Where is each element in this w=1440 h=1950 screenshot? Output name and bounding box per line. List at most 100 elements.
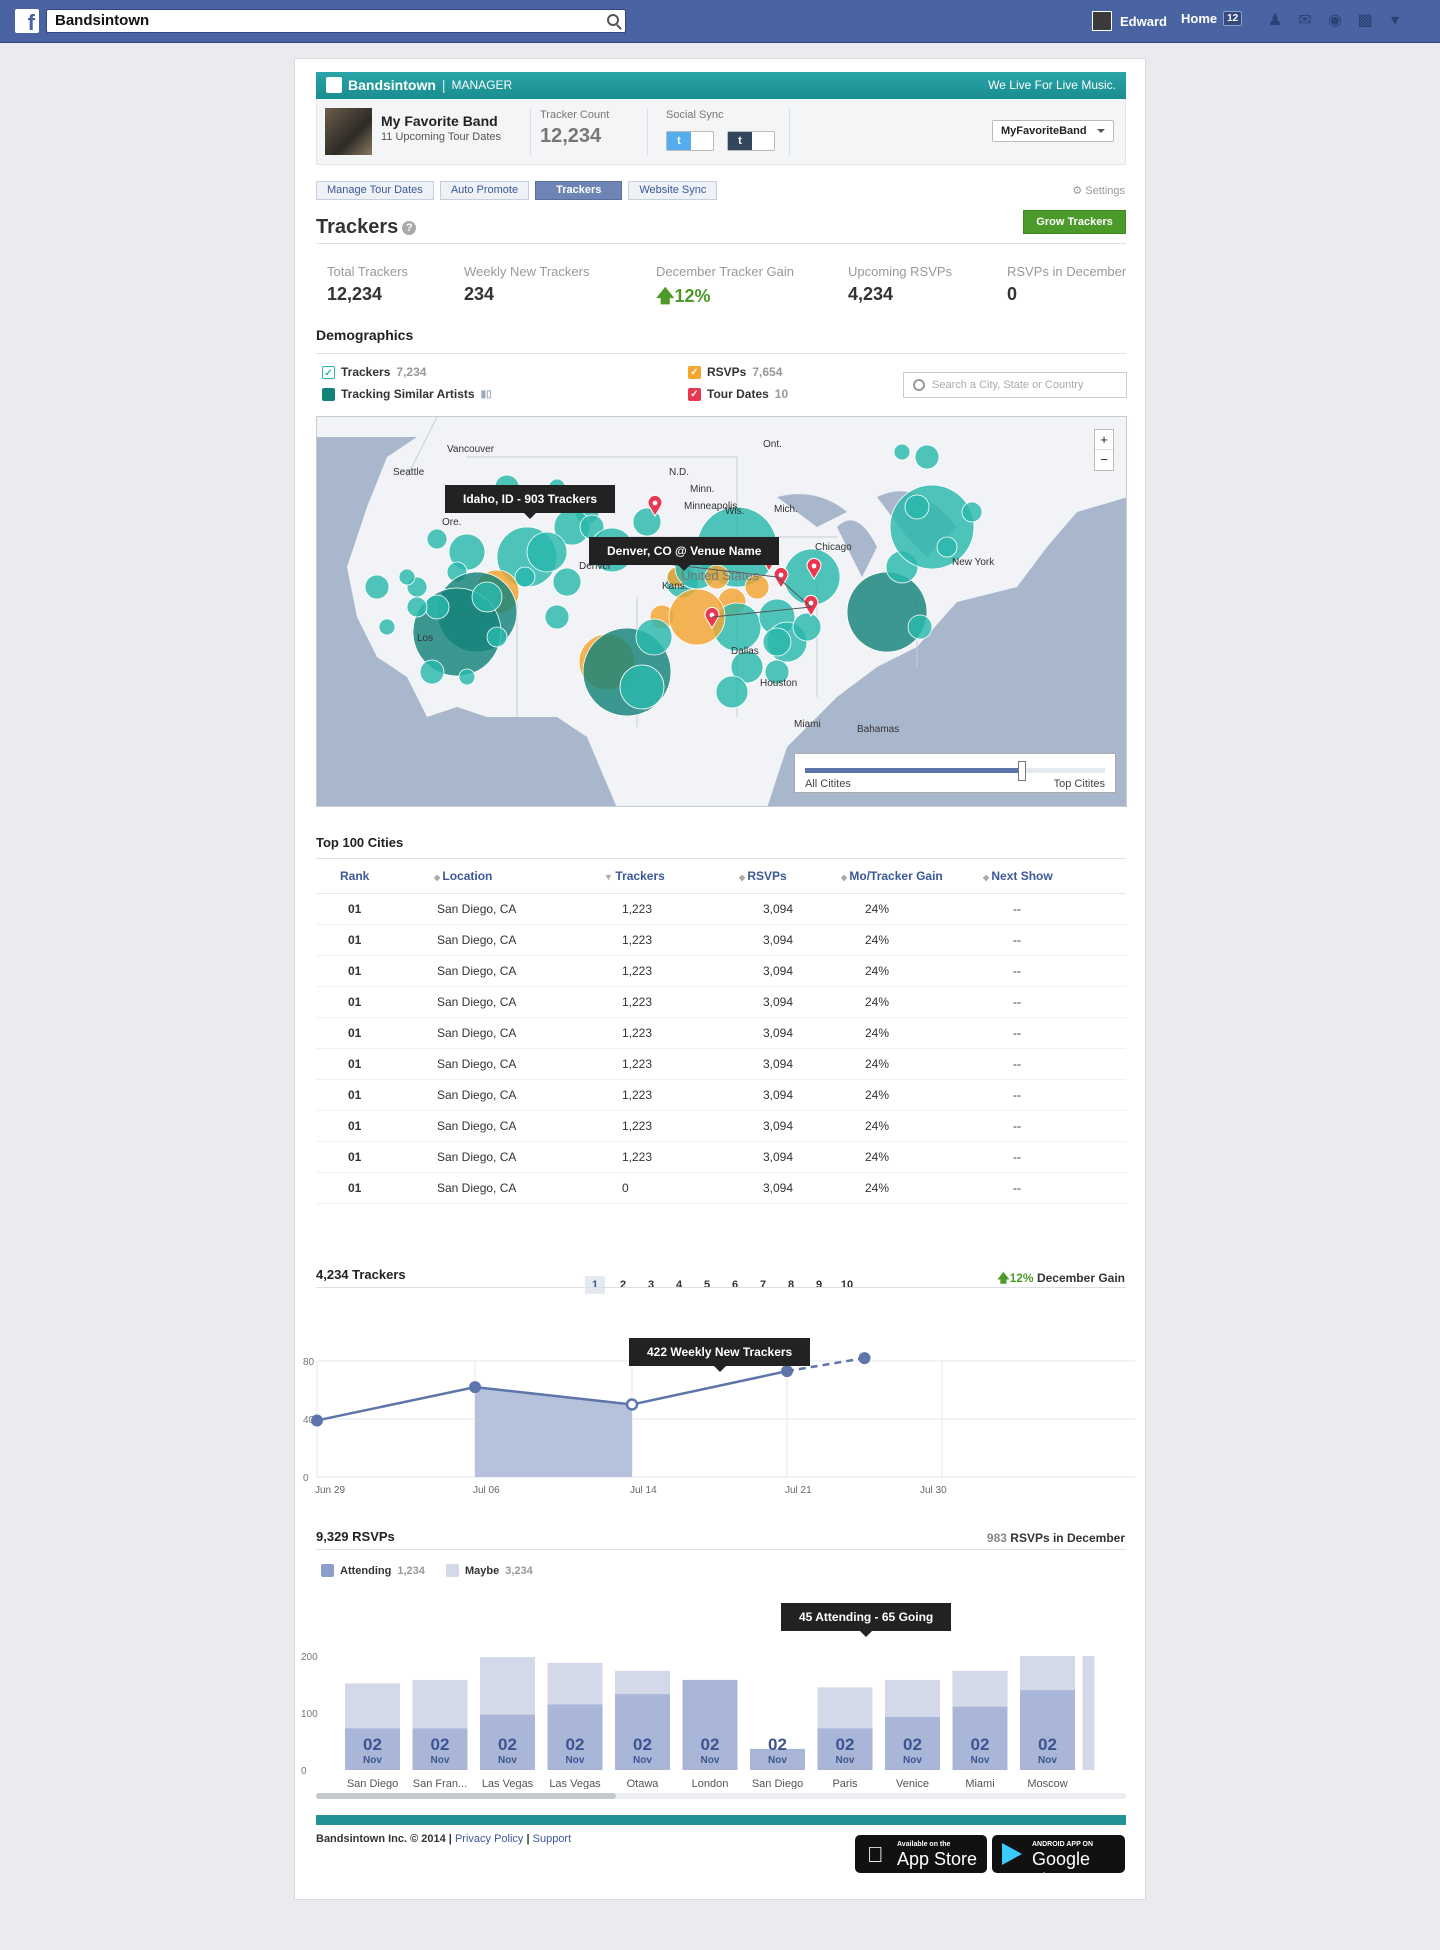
tab-website-sync[interactable]: Website Sync: [628, 181, 718, 200]
legend-similar-artists[interactable]: Tracking Similar Artists ▮▯: [322, 387, 492, 401]
checkbox-checked-icon[interactable]: ✓: [322, 365, 335, 379]
tracker-bubble[interactable]: [846, 571, 928, 653]
bar-attending[interactable]: [345, 1728, 400, 1770]
tracker-bubble[interactable]: [764, 659, 790, 685]
facebook-logo-icon[interactable]: f: [15, 9, 39, 33]
table-row[interactable]: 01 San Diego, CA 1,223 3,094 24% --: [316, 955, 1126, 987]
column-rank[interactable]: Rank: [316, 859, 434, 894]
horizontal-scrollbar[interactable]: [316, 1793, 1126, 1799]
checkbox-checked-icon[interactable]: ✓: [688, 365, 701, 379]
privacy-policy-link[interactable]: Privacy Policy: [454, 1833, 524, 1845]
legend-attending[interactable]: Attending 1,234: [321, 1564, 425, 1577]
table-row[interactable]: 01 San Diego, CA 1,223 3,094 24% --: [316, 893, 1126, 925]
column-trackers[interactable]: ▼ Trackers: [604, 859, 739, 894]
bar-attending[interactable]: [1020, 1690, 1075, 1770]
tracker-bubble[interactable]: [458, 668, 476, 686]
friend-requests-icon[interactable]: ♟: [1267, 12, 1283, 29]
bar-attending[interactable]: [480, 1714, 535, 1770]
page-link[interactable]: 7: [759, 1279, 767, 1291]
column-next-show[interactable]: ◆ Next Show: [983, 859, 1126, 894]
column-location[interactable]: ◆ Location: [434, 859, 604, 894]
bar-attending[interactable]: [615, 1694, 670, 1770]
tracker-bubble[interactable]: [424, 594, 450, 620]
tracker-bubble[interactable]: [893, 443, 911, 461]
tracker-bubble[interactable]: [364, 574, 390, 600]
tracker-bubble[interactable]: [730, 650, 764, 684]
selected-week-area[interactable]: [475, 1387, 632, 1477]
tracker-bubble[interactable]: [936, 536, 958, 558]
checkbox-checked-icon[interactable]: ✓: [688, 387, 701, 401]
search-icon[interactable]: [607, 14, 619, 26]
data-point[interactable]: [311, 1414, 323, 1427]
page-link[interactable]: 6: [731, 1279, 739, 1291]
table-row[interactable]: 01 San Diego, CA 1,223 3,094 24% --: [316, 924, 1126, 956]
tracker-bubble[interactable]: [426, 528, 448, 550]
table-row[interactable]: 01 San Diego, CA 1,223 3,094 24% --: [316, 1079, 1126, 1111]
bar-attending[interactable]: [750, 1748, 805, 1770]
google-play-badge[interactable]: ANDROID APP ON Google play: [992, 1835, 1125, 1890]
column-gain[interactable]: ◆ Mo/Tracker Gain: [841, 859, 983, 894]
table-row[interactable]: 01 San Diego, CA 1,223 3,094 24% --: [316, 1141, 1126, 1173]
table-row[interactable]: 01 San Diego, CA 1,223 3,094 24% --: [316, 986, 1126, 1018]
tracker-bubble[interactable]: [904, 494, 930, 520]
tracker-bubble[interactable]: [406, 596, 428, 618]
home-link[interactable]: Home 12: [1181, 11, 1243, 26]
account-select[interactable]: MyFavoriteBand: [992, 120, 1114, 142]
tracker-bubble[interactable]: [907, 614, 933, 640]
tracker-bubble[interactable]: [398, 568, 416, 586]
page-link[interactable]: 1: [585, 1276, 605, 1294]
grow-trackers-button[interactable]: Grow Trackers: [1023, 210, 1126, 234]
data-point-selected[interactable]: [625, 1398, 639, 1411]
support-link[interactable]: Support: [532, 1833, 572, 1845]
legend-tour-dates[interactable]: ✓ Tour Dates 10: [688, 387, 788, 401]
messages-icon[interactable]: ✉: [1298, 12, 1312, 29]
settings-link[interactable]: ⚙ Settings: [1072, 184, 1125, 197]
bar-attending[interactable]: [547, 1704, 603, 1770]
data-point[interactable]: [469, 1381, 481, 1394]
city-filter-slider[interactable]: All Citites Top Citites: [794, 753, 1116, 793]
privacy-shortcuts-icon[interactable]: ▩: [1357, 12, 1373, 29]
tab-trackers[interactable]: Trackers: [535, 181, 623, 200]
tracker-bubble[interactable]: [552, 567, 582, 597]
zoom-in-button[interactable]: +: [1095, 430, 1113, 450]
bar-attending[interactable]: [412, 1728, 468, 1770]
tracker-bubble[interactable]: [514, 566, 536, 588]
tracker-bubble[interactable]: [762, 627, 792, 657]
tracker-bubble[interactable]: [471, 581, 503, 613]
page-link[interactable]: 4: [675, 1279, 683, 1291]
bar-attending[interactable]: [952, 1706, 1008, 1770]
notifications-icon[interactable]: ◉: [1328, 12, 1342, 29]
column-rsvps[interactable]: ◆ RSVPs: [739, 859, 841, 894]
trackers-line-chart[interactable]: 0 40 80 Jun 29 Jul 06 Jul 14 Jul 21 Jul 30: [295, 1291, 1147, 1551]
tracker-bubble[interactable]: [486, 626, 508, 648]
page-link[interactable]: 10: [840, 1279, 854, 1291]
table-row[interactable]: 01 San Diego, CA 1,223 3,094 24% --: [316, 1048, 1126, 1080]
tour-date-pin-icon[interactable]: [773, 566, 789, 589]
tour-date-pin-icon[interactable]: [647, 494, 663, 517]
table-row[interactable]: 01 San Diego, CA 0 3,094 24% --: [316, 1172, 1126, 1204]
tracker-bubble[interactable]: [544, 604, 570, 630]
tracker-bubble[interactable]: [914, 444, 940, 470]
help-icon[interactable]: ?: [402, 221, 417, 235]
legend-trackers[interactable]: ✓ Trackers 7,234: [322, 365, 426, 379]
tab-auto-promote[interactable]: Auto Promote: [439, 181, 530, 200]
profile-link[interactable]: Edward: [1092, 11, 1167, 31]
tracker-bubble[interactable]: [419, 659, 445, 685]
table-row[interactable]: 01 San Diego, CA 1,223 3,094 24% --: [316, 1017, 1126, 1049]
page-link[interactable]: 5: [703, 1279, 711, 1291]
twitter-sync-toggle[interactable]: t: [666, 131, 714, 151]
city-search-input[interactable]: Search a City, State or Country: [903, 372, 1127, 398]
map-canvas[interactable]: Vancouver Seattle Ont. N.D.Minn. Minneapolis…: [317, 417, 1127, 807]
legend-maybe[interactable]: Maybe 3,234: [446, 1564, 533, 1577]
tracker-bubble[interactable]: [792, 612, 822, 642]
tracker-bubble[interactable]: [378, 618, 396, 636]
tab-manage-tour-dates[interactable]: Manage Tour Dates: [316, 181, 434, 200]
